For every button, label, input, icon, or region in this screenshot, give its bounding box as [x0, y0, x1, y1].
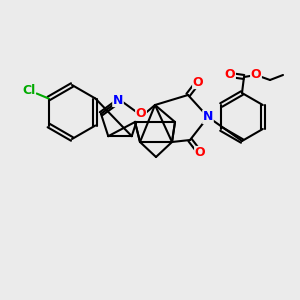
Text: O: O: [195, 146, 205, 160]
Text: O: O: [136, 107, 146, 120]
Text: Cl: Cl: [22, 84, 35, 97]
Text: N: N: [113, 94, 123, 106]
Text: N: N: [203, 110, 213, 124]
Text: O: O: [251, 68, 261, 82]
Text: O: O: [225, 68, 235, 82]
Text: O: O: [193, 76, 203, 88]
